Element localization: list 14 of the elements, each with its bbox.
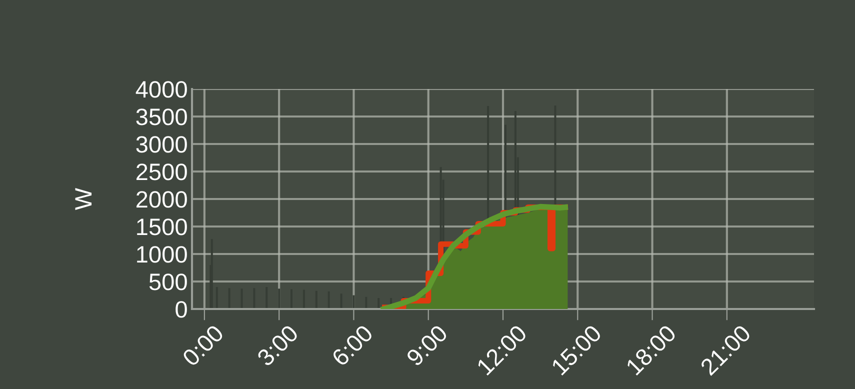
y-tick-label: 3500: [136, 108, 187, 126]
y-tick-label: 0: [176, 301, 187, 318]
y-axis-title: W: [75, 188, 92, 210]
y-tick-label: 3000: [136, 136, 187, 153]
x-tick-label: 6:00: [330, 324, 374, 367]
y-tick-label: 2000: [136, 191, 187, 208]
y-tick-label: 500: [149, 274, 187, 290]
y-tick-label: 4000: [136, 81, 187, 98]
x-tick-label: 0:00: [182, 324, 225, 367]
y-tick-label: 2500: [136, 164, 187, 180]
y-tick-label: 1500: [137, 218, 187, 236]
x-tick-label: 3:00: [256, 324, 300, 368]
x-tick-label: 9:00: [406, 324, 448, 367]
y-tick-label: 1000: [137, 246, 187, 263]
